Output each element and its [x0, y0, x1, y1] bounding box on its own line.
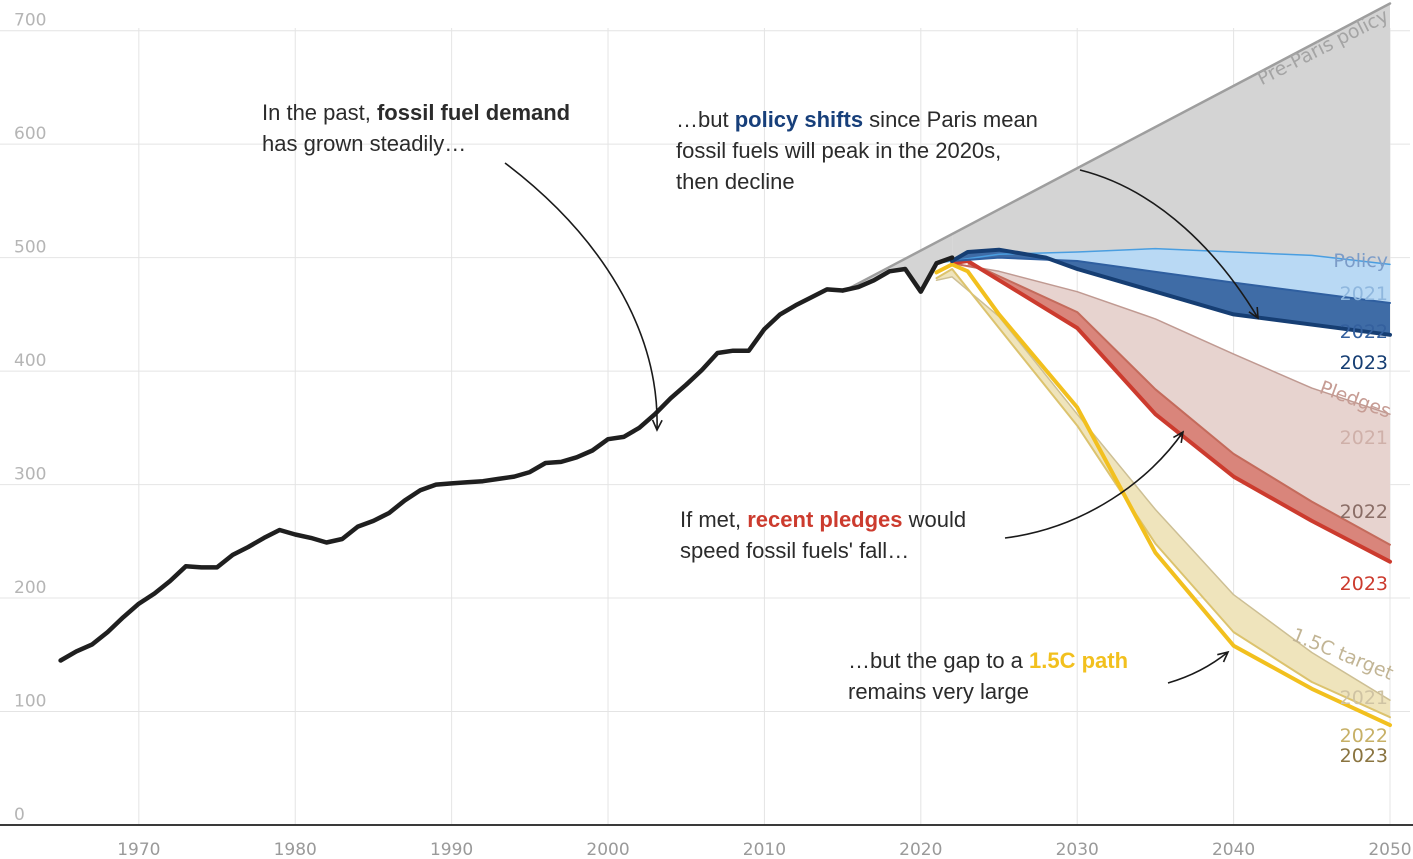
label-policy-2022: 2022	[1340, 321, 1388, 343]
label-policy-2023: 2023	[1340, 352, 1388, 374]
x-tick-label: 2050	[1368, 840, 1411, 859]
y-tick-label: 400	[14, 351, 46, 371]
arrow-past	[505, 163, 657, 430]
annotation-policy-line2: fossil fuels will peak in the 2020s,	[676, 138, 1001, 163]
annotation-pledges-bold: recent pledges	[747, 507, 902, 532]
annotation-pledges-line2: speed fossil fuels' fall…	[680, 538, 909, 563]
annotation-target: …but the gap to a 1.5C path remains very…	[848, 645, 1128, 707]
x-tick-label: 2020	[899, 840, 942, 859]
series-historical-line	[61, 258, 953, 661]
annotation-past: In the past, fossil fuel demand has grow…	[262, 97, 570, 159]
label-pledges-2022: 2022	[1340, 501, 1388, 523]
y-tick-label: 500	[14, 238, 46, 258]
annotation-past-text-2: has grown steadily…	[262, 131, 466, 156]
annotation-pledges: If met, recent pledges would speed fossi…	[680, 504, 966, 566]
y-axis-ticks: 0 100 200 300 400 500 600 700	[14, 11, 46, 825]
annotation-policy: …but policy shifts since Paris mean foss…	[676, 104, 1038, 197]
y-tick-label: 700	[14, 11, 46, 31]
x-axis-ticks: 1970 1980 1990 2000 2010 2020 2030 2040 2050	[117, 840, 1411, 859]
annotation-policy-line3: then decline	[676, 169, 795, 194]
label-target-2021: 2021	[1340, 687, 1388, 709]
annotation-policy-bold: policy shifts	[735, 107, 863, 132]
x-tick-label: 1980	[274, 840, 317, 859]
y-tick-label: 200	[14, 578, 46, 598]
label-pledges-2023: 2023	[1340, 573, 1388, 595]
annotation-policy-text: …but	[676, 107, 735, 132]
label-target-2022: 2022	[1340, 725, 1388, 747]
annotation-target-line2: remains very large	[848, 679, 1029, 704]
y-tick-label: 300	[14, 465, 46, 485]
arrow-target	[1168, 652, 1228, 683]
x-tick-label: 1990	[430, 840, 473, 859]
x-tick-label: 2000	[586, 840, 629, 859]
annotation-target-text: …but the gap to a	[848, 648, 1029, 673]
label-policy-2021: 2021	[1340, 283, 1388, 305]
label-pledges-2021: 2021	[1340, 427, 1388, 449]
y-tick-label: 600	[14, 124, 46, 144]
x-tick-label: 2040	[1212, 840, 1255, 859]
y-tick-label: 100	[14, 692, 46, 712]
label-target-2023: 2023	[1340, 745, 1388, 767]
x-tick-label: 1970	[117, 840, 160, 859]
annotation-policy-text-2: since Paris mean	[863, 107, 1038, 132]
annotation-past-text: In the past,	[262, 100, 377, 125]
annotation-pledges-text: If met,	[680, 507, 747, 532]
annotation-target-bold: 1.5C path	[1029, 648, 1128, 673]
x-tick-label: 2030	[1056, 840, 1099, 859]
annotation-past-bold: fossil fuel demand	[377, 100, 570, 125]
x-tick-label: 2010	[743, 840, 786, 859]
label-policy: Policy	[1333, 250, 1388, 272]
annotation-pledges-text-2: would	[903, 507, 967, 532]
y-tick-label: 0	[14, 805, 25, 825]
